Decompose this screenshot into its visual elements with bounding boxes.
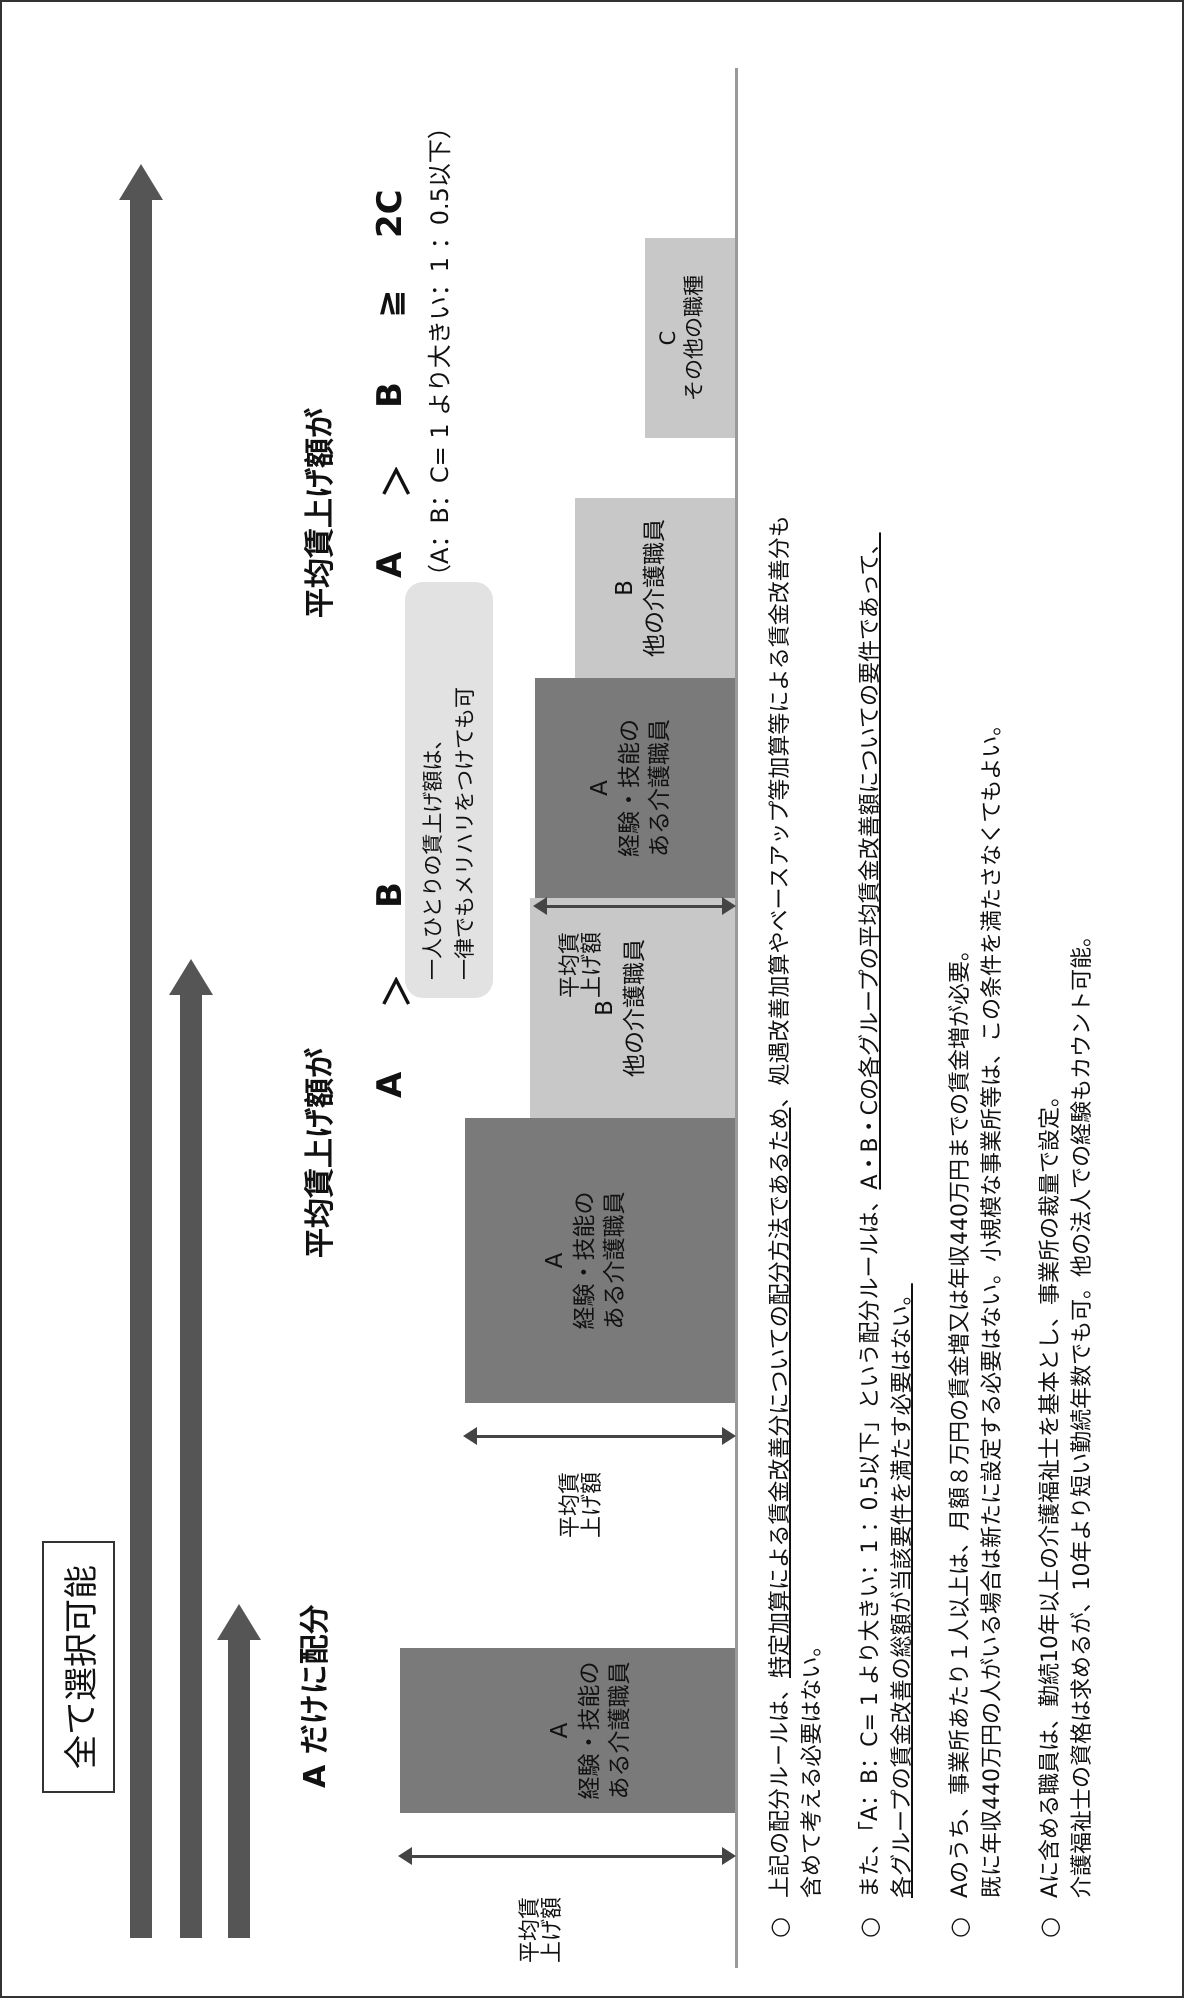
callout-line2: 一律でもメリハリをつけても可: [453, 687, 477, 980]
case3-ratio: （A：B：C= 1 より大きい：1 ：0.5以下）: [426, 115, 454, 588]
case3-arrow-line: [540, 905, 728, 908]
case3-c-label: C: [656, 330, 680, 346]
case3-sym-ge: ≧: [370, 289, 410, 319]
case3-box-b-text: B 他の介護職員: [610, 498, 670, 678]
case3-box-c-text: C その他の職種: [655, 238, 707, 438]
note-4-text: Aに含める職員は、勤続10年以上の介護福祉士を基本とし、事業所の裁量で設定。 介…: [1038, 924, 1095, 1898]
case2-callout: 一人ひとりの賃上げ額は、 一律でもメリハリをつけても可: [405, 582, 493, 998]
case3-arrow-up: [533, 897, 547, 915]
case1-a-label: A: [547, 1722, 573, 1739]
arrow-short-shaft: [228, 1638, 250, 1938]
case1-a-desc2: ある介護職員: [607, 1661, 633, 1800]
note-4: ○ Aに含める職員は、勤続10年以上の介護福祉士を基本とし、事業所の裁量で設定。…: [1035, 58, 1099, 1938]
arrow-mid-head: [169, 959, 213, 995]
bullet-circle-icon: ○: [765, 1917, 793, 1938]
arrow-long-shaft: [130, 198, 152, 1938]
arrow-mid-shaft: [180, 993, 202, 1938]
note-3-text: Aのうち、事業所あたり１人以上は、月額８万円の賃金増又は年収440万円までの賃金…: [948, 713, 1005, 1898]
case2-axis-label: 平均賃上げ額: [558, 1471, 605, 1538]
case2-sym-b: B: [370, 882, 410, 908]
case1-a-desc1: 経験・技能の: [577, 1661, 603, 1800]
all-selectable-badge: 全て選択可能: [42, 1541, 115, 1793]
case1-arrow-down: [722, 1847, 736, 1865]
case3-sym-gt: ＞: [378, 464, 418, 498]
case2-box-a-text: A 経験・技能の ある介護職員: [540, 1118, 630, 1403]
case3-sym-c: 2C: [370, 189, 410, 238]
case1-arrow-line: [405, 1855, 727, 1858]
case1-axis-label: 平均賃上げ額: [518, 1896, 565, 1963]
case3-a-desc2: ある介護職員: [647, 719, 673, 857]
case3-header: 平均賃上げ額が: [303, 408, 338, 618]
case3-arrow-down: [722, 897, 736, 915]
case3-axis-label: 平均賃上げ額: [558, 931, 605, 998]
note-1: ○ 上記の配分ルールは、特定加算による賃金改善分についての配分方法であるため、処…: [765, 58, 829, 1938]
note-3: ○ Aのうち、事業所あたり１人以上は、月額８万円の賃金増又は年収440万円までの…: [945, 58, 1009, 1938]
case2-a-label: A: [542, 1252, 568, 1269]
case1-box-a-text: A 経験・技能の ある介護職員: [545, 1648, 635, 1813]
case3-sym-a: A: [370, 551, 410, 578]
arrow-long-head: [119, 164, 163, 200]
bullet-circle-icon: ○: [855, 1917, 883, 1938]
note-1-text: 上記の配分ルールは、特定加算による賃金改善分についての配分方法であるため、処遇改…: [768, 515, 825, 1898]
case1-arrow-up: [398, 1847, 412, 1865]
case3-b-desc: 他の介護職員: [642, 519, 668, 657]
case2-arrow-line: [470, 1435, 728, 1438]
arrow-short-head: [217, 1604, 261, 1640]
note-2: ○ また、「A：B：C= 1 より大きい：1 ：0.5以下」という配分ルールは、…: [855, 58, 919, 1938]
divider-line: [735, 68, 738, 1968]
case2-header: 平均賃上げ額が: [303, 1048, 338, 1258]
case3-c-desc: その他の職種: [682, 275, 706, 401]
case2-a-desc1: 経験・技能の: [572, 1191, 598, 1330]
case3-b-label: B: [612, 580, 638, 596]
case2-b-desc: 他の介護職員: [622, 939, 648, 1077]
bullet-circle-icon: ○: [945, 1917, 973, 1938]
case2-arrow-down: [722, 1427, 736, 1445]
case1-header: A だけに配分: [298, 1604, 333, 1788]
case3-sym-b: B: [370, 382, 410, 408]
case2-a-desc2: ある介護職員: [602, 1191, 628, 1330]
notes: ○ 上記の配分ルールは、特定加算による賃金改善分についての配分方法であるため、処…: [765, 58, 1099, 1938]
note-2-text: また、「A：B：C= 1 より大きい：1 ：0.5以下」という配分ルールは、A・…: [858, 532, 915, 1898]
case2-sym-a: A: [370, 1071, 410, 1098]
callout-line1: 一人ひとりの賃上げ額は、: [421, 728, 445, 980]
case3-a-label: A: [587, 780, 613, 796]
case3-box-a-text: A 経験・技能の ある介護職員: [585, 678, 675, 898]
bullet-circle-icon: ○: [1035, 1917, 1063, 1938]
case3-a-desc1: 経験・技能の: [617, 719, 643, 857]
case2-arrow-up: [463, 1427, 477, 1445]
